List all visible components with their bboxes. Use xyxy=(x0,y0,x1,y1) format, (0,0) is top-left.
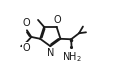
Text: N: N xyxy=(47,48,55,58)
Text: NH$_2$: NH$_2$ xyxy=(62,50,82,64)
Text: O: O xyxy=(23,18,30,28)
Text: O: O xyxy=(22,43,30,53)
Text: O: O xyxy=(53,15,61,25)
